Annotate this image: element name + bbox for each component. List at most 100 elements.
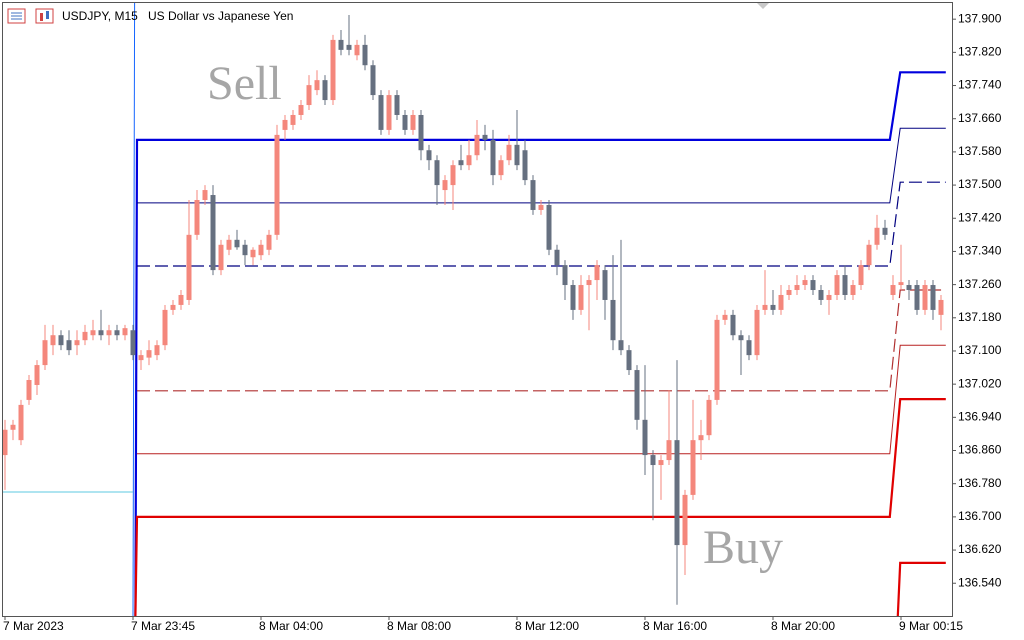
candle-body [810, 280, 816, 291]
candle-body [618, 340, 624, 351]
y-tick-label: 137.420 [958, 210, 1002, 224]
level-line [137, 344, 946, 455]
candle-body [706, 399, 712, 436]
candle-body [66, 340, 72, 351]
candle-body [906, 285, 912, 291]
candle-body [130, 330, 136, 356]
candle-body [666, 440, 672, 461]
y-tick-label: 137.740 [958, 78, 1002, 92]
candle-body [874, 227, 880, 245]
x-tick-label: 8 Mar 20:00 [771, 619, 835, 633]
plot-frame [2, 2, 953, 617]
candle-body [178, 294, 184, 305]
level-line [137, 127, 946, 204]
candle-body [282, 119, 288, 130]
candle-body [50, 335, 56, 346]
candle-body [594, 265, 600, 281]
y-tick-label: 136.620 [958, 542, 1002, 556]
y-tick-label: 136.940 [958, 410, 1002, 424]
candle-body [58, 335, 64, 346]
y-tick-label: 137.580 [958, 144, 1002, 158]
level-line [134, 398, 946, 616]
candle-body [338, 39, 344, 50]
candle-body [522, 150, 528, 181]
candle-body [570, 285, 576, 310]
candle-body [266, 234, 272, 250]
candle-body [738, 335, 744, 341]
y-tick-label: 136.780 [958, 476, 1002, 490]
candle-body [794, 285, 800, 291]
candle-body [242, 244, 248, 256]
y-tick-label: 136.540 [958, 575, 1002, 589]
candle-body [322, 80, 328, 101]
candle-body [730, 314, 736, 336]
candle-body [458, 160, 464, 166]
candle-body [634, 370, 640, 420]
candle-body [842, 275, 848, 295]
candle-body [562, 265, 568, 286]
candle-body [850, 285, 856, 295]
candle-body [250, 249, 256, 258]
candle-body [162, 309, 168, 346]
header: USDJPY, M15 US Dollar vs Japanese Yen [7, 8, 293, 24]
candle-body [610, 299, 616, 341]
y-tick-label: 136.700 [958, 509, 1002, 523]
candle-body [186, 234, 192, 300]
candle-body [378, 95, 384, 130]
candle-body [546, 204, 552, 250]
candle-body [682, 494, 688, 546]
candle-body [586, 280, 592, 286]
candle-body [210, 195, 216, 271]
candle-body [434, 160, 440, 186]
candle-body [402, 114, 408, 130]
level-line [132, 3, 136, 616]
candle-body [658, 460, 664, 466]
candle-body [890, 285, 896, 295]
y-tick-label: 137.500 [958, 177, 1002, 191]
candle-body [90, 330, 96, 336]
candle-body [722, 314, 728, 320]
candle-body [370, 65, 376, 96]
candle-body [642, 419, 648, 456]
icon-chart [35, 8, 54, 24]
candle-body [698, 435, 704, 441]
y-tick-label: 137.260 [958, 277, 1002, 291]
candle-body [762, 304, 768, 310]
x-tick-label: 7 Mar 2023 [3, 619, 64, 633]
candle-body [530, 180, 536, 210]
x-tick-label: 8 Mar 16:00 [643, 619, 707, 633]
description: US Dollar vs Japanese Yen [148, 9, 293, 23]
candle-body [602, 270, 608, 300]
candle-body [18, 404, 24, 441]
candle-body [514, 144, 520, 166]
candle-body [274, 134, 280, 235]
plot-area [3, 3, 946, 616]
candle-body [394, 95, 400, 115]
candle-body [866, 244, 872, 266]
level-line [896, 561, 946, 616]
level-line [137, 181, 946, 267]
candle-body [482, 134, 488, 140]
candle-body [234, 239, 240, 248]
candle-body [778, 294, 784, 310]
x-tick-label: 8 Mar 04:00 [259, 619, 323, 633]
candle-body [74, 340, 80, 346]
candle-body [298, 105, 304, 115]
candle-body [474, 134, 480, 156]
candle-body [330, 39, 336, 101]
candle-body [10, 424, 16, 430]
symbol: USDJPY, M15 [62, 9, 138, 23]
candle-body [290, 114, 296, 125]
candle-body [122, 328, 128, 336]
candle-body [306, 85, 312, 106]
candle-body [3, 429, 8, 456]
candle-body [82, 331, 88, 341]
shift-marker [757, 3, 769, 9]
candle-body [626, 350, 632, 371]
x-tick-label: 9 Mar 00:15 [899, 619, 963, 633]
candle-body [826, 294, 832, 300]
candle-body [882, 227, 888, 235]
candle-body [114, 330, 120, 336]
candle-body [674, 440, 680, 546]
